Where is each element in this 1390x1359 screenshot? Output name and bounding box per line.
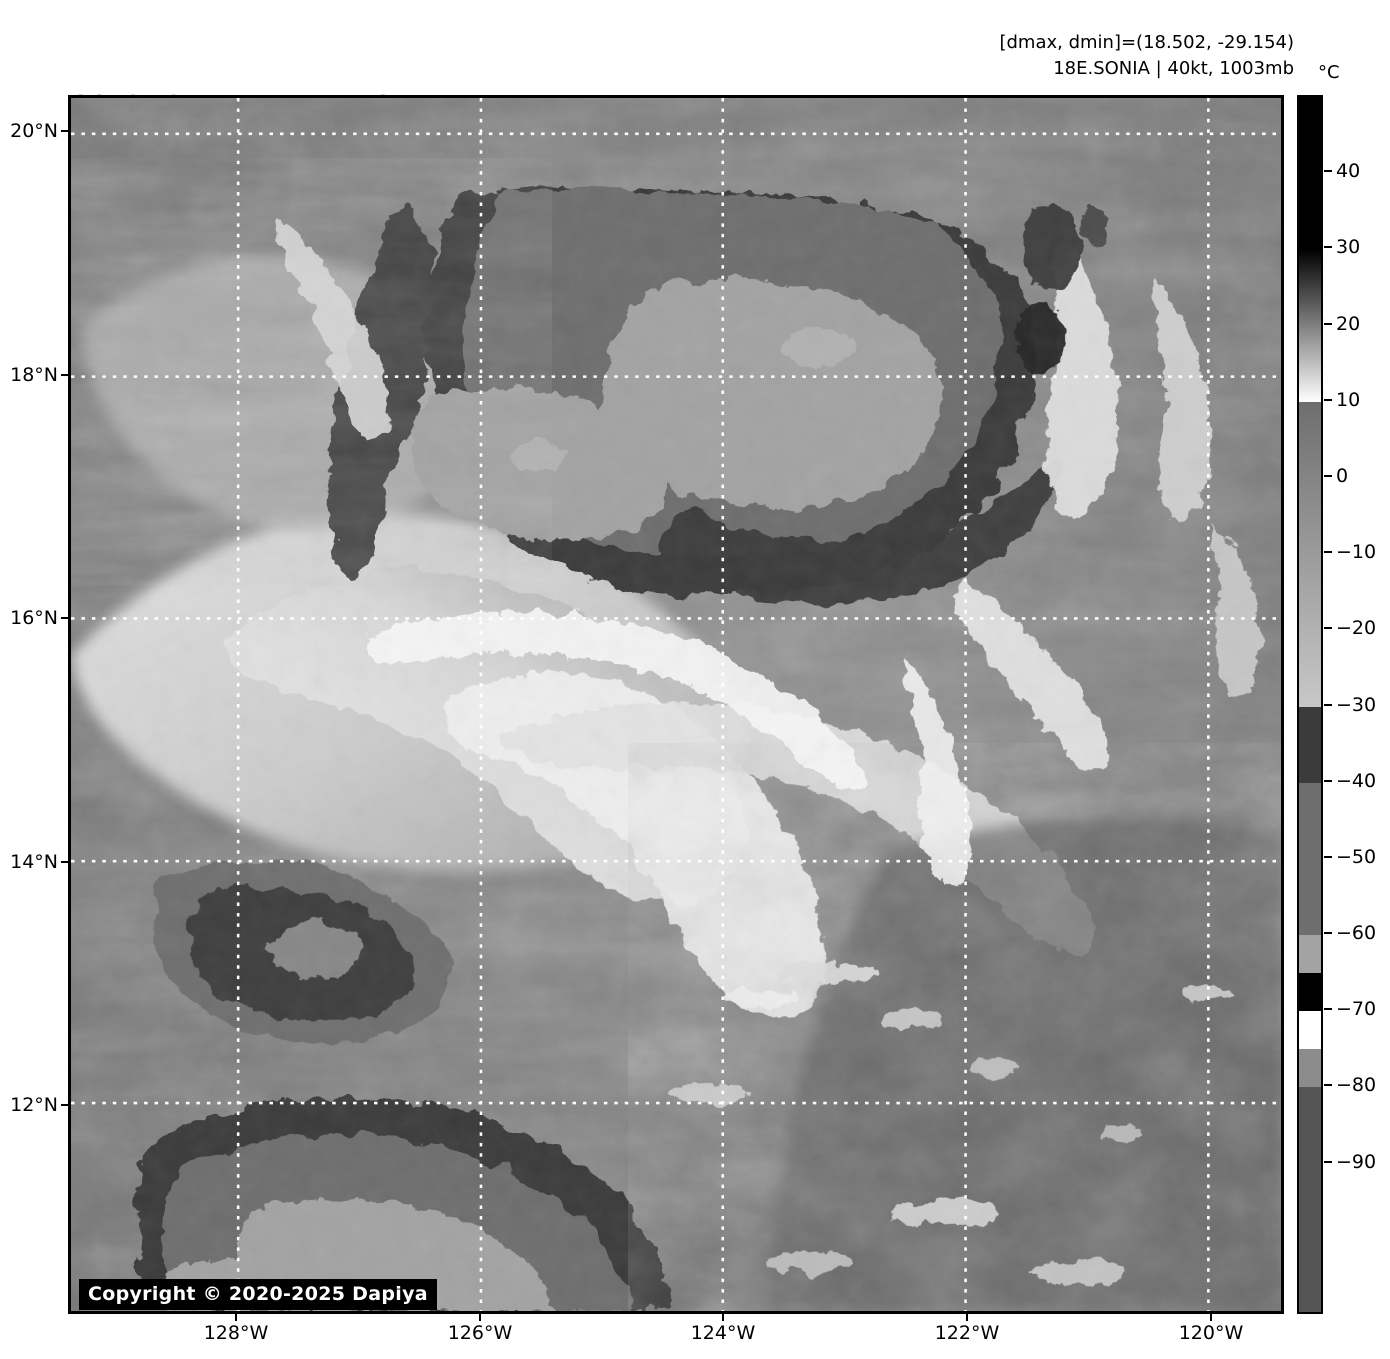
colorbar-label--60: −60 bbox=[1336, 922, 1377, 945]
infrared-satellite-image bbox=[71, 98, 1281, 1311]
colorbar-tick-10 bbox=[1324, 398, 1332, 401]
tick-y-14n bbox=[61, 861, 68, 863]
copyright-badge: Copyright © 2020-2025 Dapiya bbox=[79, 1279, 437, 1310]
lat-label-14n: 14°N bbox=[10, 851, 58, 873]
colorbar-tick--10 bbox=[1324, 551, 1332, 554]
tick-x-122w bbox=[966, 1314, 968, 1321]
colorbar-band-6 bbox=[1299, 935, 1321, 974]
dmax-dmin-label: [dmax, dmin]=(18.502, -29.154) bbox=[999, 32, 1294, 53]
tick-x-120w bbox=[1210, 1314, 1212, 1321]
storm-info-label: 18E.SONIA | 40kt, 1003mb bbox=[1053, 58, 1294, 79]
tick-x-124w bbox=[722, 1314, 724, 1321]
colorbar-band-8 bbox=[1299, 1011, 1321, 1050]
lat-label-20n: 20°N bbox=[10, 120, 58, 142]
lon-label-128w: 128°W bbox=[203, 1322, 269, 1344]
colorbar-tick--40 bbox=[1324, 779, 1332, 782]
colorbar-band-3 bbox=[1299, 706, 1321, 783]
colorbar-label--30: −30 bbox=[1336, 693, 1377, 716]
colorbar-tick--70 bbox=[1324, 1008, 1332, 1011]
lon-label-126w: 126°W bbox=[447, 1322, 513, 1344]
colorbar-units-label: °C bbox=[1318, 62, 1340, 83]
colorbar-tick--30 bbox=[1324, 703, 1332, 706]
colorbar-tick--60 bbox=[1324, 932, 1332, 935]
colorbar-band-0 bbox=[1299, 97, 1321, 250]
colorbar-label-10: 10 bbox=[1336, 388, 1361, 411]
colorbar-tick--20 bbox=[1324, 627, 1332, 630]
lat-label-12n: 12°N bbox=[10, 1094, 58, 1116]
colorbar-label-30: 30 bbox=[1336, 236, 1361, 259]
colorbar-tick--50 bbox=[1324, 855, 1332, 858]
colorbar-label--50: −50 bbox=[1336, 845, 1377, 868]
lon-label-124w: 124°W bbox=[690, 1322, 756, 1344]
colorbar-band-2 bbox=[1299, 401, 1321, 707]
colorbar-tick--90 bbox=[1324, 1160, 1332, 1163]
colorbar-band-4 bbox=[1299, 782, 1321, 859]
colorbar-band-10 bbox=[1299, 1087, 1321, 1312]
colorbar-label-0: 0 bbox=[1336, 464, 1349, 487]
colorbar-tick-20 bbox=[1324, 322, 1332, 325]
lat-label-16n: 16°N bbox=[10, 607, 58, 629]
colorbar-tick-30 bbox=[1324, 246, 1332, 249]
colorbar-band-9 bbox=[1299, 1049, 1321, 1088]
colorbar-gradient bbox=[1297, 95, 1323, 1314]
colorbar-label--20: −20 bbox=[1336, 617, 1377, 640]
colorbar-band-5 bbox=[1299, 858, 1321, 936]
colorbar-label-20: 20 bbox=[1336, 312, 1361, 335]
temperature-colorbar[interactable] bbox=[1297, 95, 1323, 1314]
colorbar-tick-40 bbox=[1324, 170, 1332, 173]
tick-y-20n bbox=[61, 130, 68, 132]
colorbar-label--10: −10 bbox=[1336, 541, 1377, 564]
tick-x-126w bbox=[479, 1314, 481, 1321]
lat-label-18n: 18°N bbox=[10, 364, 58, 386]
colorbar-band-1 bbox=[1299, 249, 1321, 402]
lon-label-120w: 120°W bbox=[1178, 1322, 1244, 1344]
colorbar-band-7 bbox=[1299, 973, 1321, 1012]
lon-label-122w: 122°W bbox=[934, 1322, 1000, 1344]
colorbar-tick--80 bbox=[1324, 1084, 1332, 1087]
colorbar-tick-0 bbox=[1324, 474, 1332, 477]
colorbar-label--40: −40 bbox=[1336, 769, 1377, 792]
tick-y-18n bbox=[61, 374, 68, 376]
colorbar-label-40: 40 bbox=[1336, 160, 1361, 183]
colorbar-label--80: −80 bbox=[1336, 1074, 1377, 1097]
tick-x-128w bbox=[235, 1314, 237, 1321]
satellite-image-panel[interactable]: Copyright © 2020-2025 Dapiya bbox=[68, 95, 1284, 1314]
metadata-block: [dmax, dmin]=(18.502, -29.154) 18E.SONIA… bbox=[999, 30, 1294, 82]
colorbar-label--70: −70 bbox=[1336, 998, 1377, 1021]
colorbar-label--90: −90 bbox=[1336, 1150, 1377, 1173]
tick-y-16n bbox=[61, 617, 68, 619]
tick-y-12n bbox=[61, 1104, 68, 1106]
